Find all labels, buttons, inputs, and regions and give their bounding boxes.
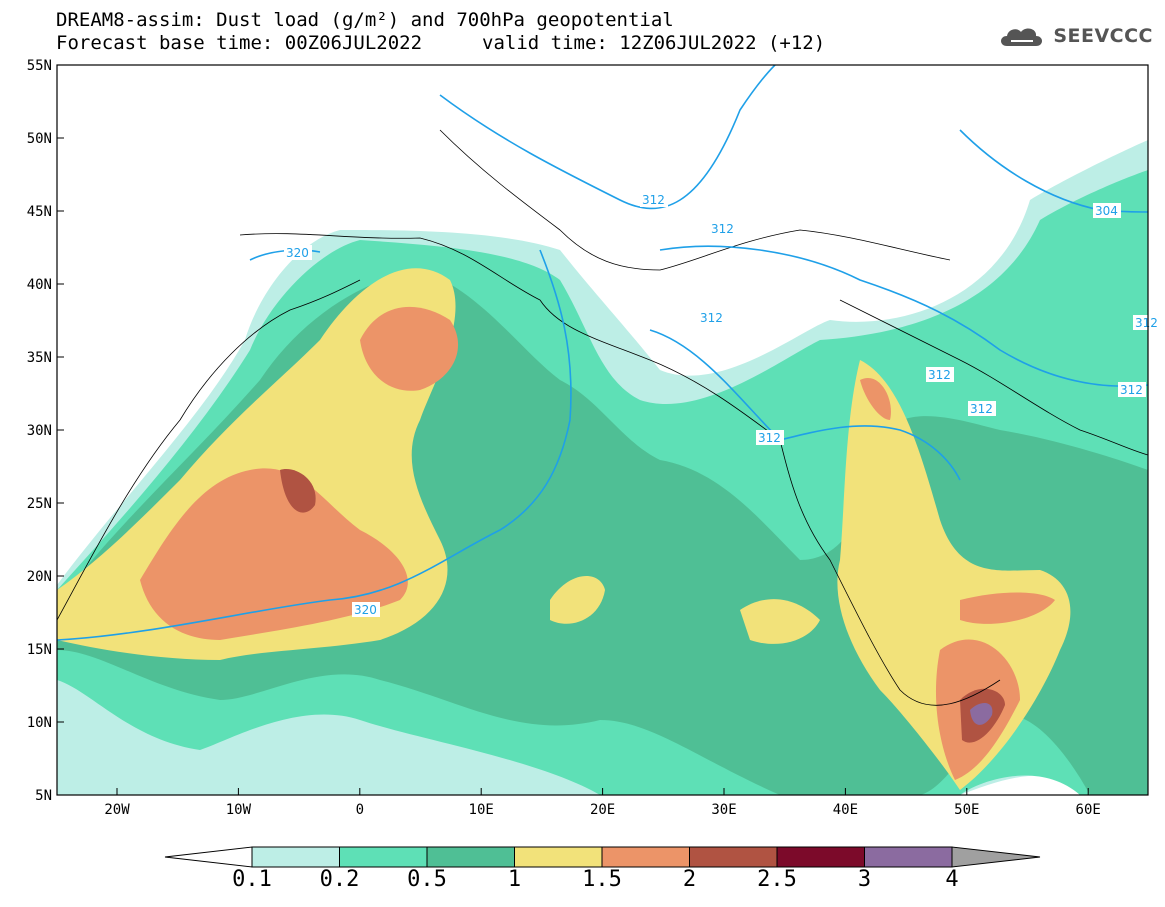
- longitude-ticks: 20W 10W 0 10E 20E 30E 40E 50E 60E: [104, 788, 1101, 818]
- colorbar-label: 4: [945, 867, 959, 892]
- contour-label: 312: [642, 193, 665, 207]
- contour-labels: 320 312 312 312 312 312 312 320 304 312 …: [284, 192, 1158, 617]
- lat-tick-label: 45N: [27, 204, 52, 220]
- lat-tick-label: 5N: [35, 788, 52, 804]
- lon-tick-label: 20E: [590, 802, 615, 818]
- colorbar-low-triangle: [164, 846, 253, 868]
- colorbar-label: 2: [682, 867, 697, 892]
- lat-tick-label: 10N: [27, 715, 52, 731]
- contour-label: 312: [758, 431, 781, 445]
- contour-label: 312: [1120, 383, 1143, 397]
- colorbar-swatch: [689, 846, 778, 868]
- colorbar-swatch: [776, 846, 865, 868]
- lon-tick-label: 0: [356, 802, 364, 818]
- colorbar-swatch: [251, 846, 340, 868]
- colorbar-label: 1.5: [582, 867, 622, 892]
- cloud-icon: [1001, 28, 1043, 46]
- colorbar-swatch: [339, 846, 428, 868]
- lon-tick-label: 50E: [954, 802, 979, 818]
- contour-label: 320: [286, 246, 309, 260]
- contour-label: 320: [354, 603, 377, 617]
- colorbar-high-triangle: [951, 846, 1041, 868]
- map-title: DREAM8-assim: Dust load (g/m²) and 700hP…: [56, 9, 674, 31]
- lat-tick-label: 55N: [27, 58, 52, 74]
- lat-tick-label: 15N: [27, 642, 52, 658]
- lon-tick-label: 10E: [469, 802, 494, 818]
- seevccc-logo: SEEVCCC: [997, 22, 1153, 50]
- dust-fields: [57, 65, 1148, 795]
- valid-time: valid time: 12Z06JUL2022 (+12): [482, 32, 826, 54]
- colorbar-label: 2.5: [757, 867, 797, 892]
- colorbar-label: 0.5: [407, 867, 447, 892]
- lat-tick-label: 25N: [27, 496, 52, 512]
- colorbar-label: 1: [507, 867, 522, 892]
- colorbar-label: 0.2: [319, 867, 360, 892]
- lat-tick-label: 20N: [27, 569, 52, 585]
- latitude-ticks: 55N 50N 45N 40N 35N 30N 25N 20N 15N 10N 5N: [27, 58, 64, 804]
- forecast-base-time: Forecast base time: 00Z06JUL2022: [56, 32, 423, 54]
- lon-tick-label: 10W: [226, 802, 252, 818]
- colorbar-label: 3: [857, 867, 872, 892]
- contour-label: 312: [928, 368, 951, 382]
- lon-tick-label: 60E: [1076, 802, 1101, 818]
- logo-text: SEEVCCC: [1053, 25, 1153, 47]
- colorbar-swatch: [514, 846, 603, 868]
- lon-tick-label: 20W: [104, 802, 130, 818]
- colorbar-swatch: [601, 846, 690, 868]
- lat-tick-label: 50N: [27, 131, 52, 147]
- contour-label: 312: [1135, 316, 1158, 330]
- contour-label: 304: [1095, 204, 1118, 218]
- coastlines: [57, 129, 1148, 706]
- colorbar-swatch: [864, 846, 953, 868]
- contour-label: 312: [970, 402, 993, 416]
- colorbar-label: 0.1: [232, 867, 272, 892]
- contour-label: 312: [700, 311, 723, 325]
- lon-tick-label: 40E: [833, 802, 858, 818]
- lon-tick-label: 30E: [711, 802, 736, 818]
- colorbar-swatch: [426, 846, 515, 868]
- lat-tick-label: 40N: [27, 277, 52, 293]
- colorbar: [164, 846, 1041, 868]
- geopotential-contours: [57, 65, 1148, 641]
- contour-label: 312: [711, 222, 734, 236]
- lat-tick-label: 30N: [27, 423, 52, 439]
- lat-tick-label: 35N: [27, 350, 52, 366]
